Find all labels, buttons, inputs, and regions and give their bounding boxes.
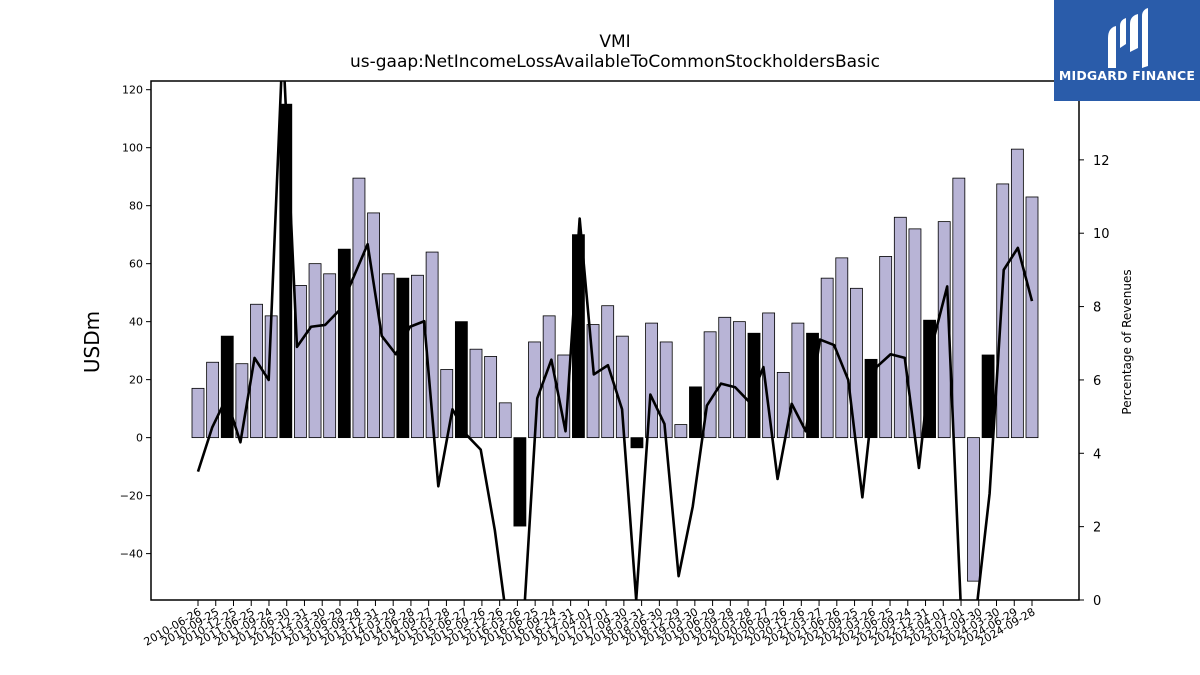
bar (630, 437, 644, 449)
y-tick-label: −20 (120, 490, 143, 503)
bar (454, 321, 468, 439)
y-axis-label: USDm (80, 310, 104, 374)
bar (893, 216, 907, 439)
bar (294, 285, 307, 439)
y-tick-label: 40 (129, 316, 143, 329)
y2-tick-label: 8 (1093, 301, 1101, 316)
logo-text: MIDGARD FINANCE (1058, 68, 1196, 83)
bar (323, 273, 337, 439)
bar (220, 335, 234, 439)
y2-tick-label: 0 (1093, 594, 1101, 609)
y2-tick-label: 6 (1093, 374, 1101, 389)
bar (279, 103, 293, 439)
y2-tick-label: 4 (1093, 447, 1101, 462)
bar (308, 263, 322, 439)
y-tick-label: −40 (120, 548, 143, 561)
chart-subtitle: us-gaap:NetIncomeLossAvailableToCommonSt… (349, 52, 881, 72)
bar (835, 257, 849, 439)
bar (732, 321, 746, 439)
bar (498, 402, 512, 439)
bar (659, 341, 673, 439)
bar (981, 354, 995, 439)
bar (762, 312, 776, 439)
bar (791, 322, 805, 439)
bar (1010, 148, 1024, 439)
bar (615, 335, 629, 439)
y-tick-label: 0 (136, 432, 143, 445)
y-axis-right: 0 2 4 6 8 10 12 (1079, 154, 1110, 609)
bar (820, 277, 834, 439)
bar (952, 177, 966, 439)
y2-tick-label: 10 (1093, 227, 1110, 242)
logo-mark-icon (1108, 8, 1148, 68)
y2-axis-label: Percentage of Revenues (1120, 269, 1134, 415)
bar (1025, 196, 1039, 439)
bar (689, 386, 702, 439)
bar (367, 212, 380, 439)
bar (586, 324, 600, 439)
y-tick-label: 60 (129, 258, 143, 271)
chart-title: VMI (599, 32, 631, 52)
y-tick-label: 80 (129, 200, 143, 213)
brand-logo: MIDGARD FINANCE (1054, 0, 1200, 101)
y-tick-label: 120 (122, 84, 143, 97)
plot-frame (150, 80, 1080, 601)
bar (747, 332, 761, 439)
bar (484, 356, 498, 439)
line-series (196, 81, 1034, 600)
bar (469, 348, 483, 439)
bar-series (191, 103, 1039, 582)
bar (967, 437, 980, 582)
bar (191, 387, 205, 439)
bar (352, 177, 366, 439)
bar (776, 371, 790, 439)
bar (337, 248, 351, 439)
y2-tick-label: 12 (1093, 154, 1110, 169)
bar (996, 183, 1010, 439)
bar (601, 305, 615, 439)
bar (381, 273, 395, 439)
bar (411, 274, 424, 439)
bar (396, 277, 410, 439)
percentage-line (196, 81, 1034, 600)
y2-tick-label: 2 (1093, 521, 1101, 536)
y-tick-label: 100 (122, 142, 143, 155)
bar (879, 256, 893, 439)
bar (513, 437, 527, 527)
x-axis: 2010-06-262010-09-252010-12-252011-06-25… (142, 600, 1038, 649)
y-axis-left: −40 −20 0 20 40 60 80 100 120 (120, 84, 151, 561)
bar (674, 424, 688, 439)
bar (440, 369, 454, 439)
bar (718, 316, 732, 439)
y-tick-label: 20 (129, 374, 143, 387)
